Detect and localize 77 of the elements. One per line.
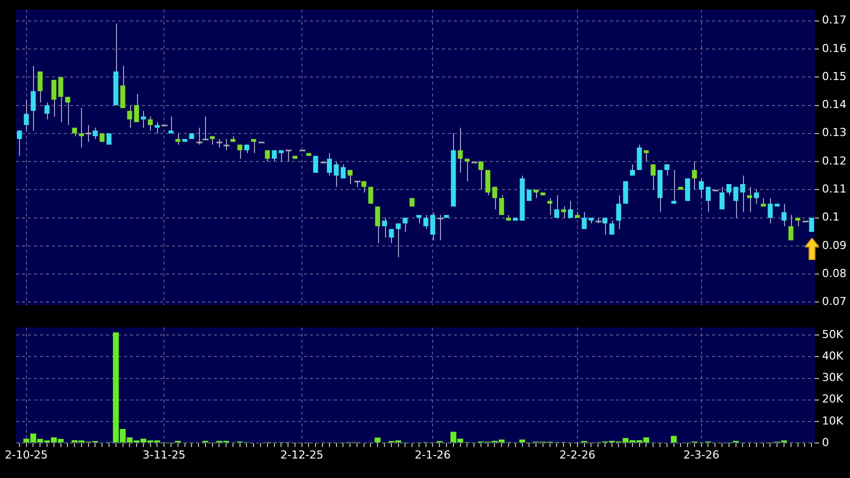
- candlestick: [140, 110, 146, 128]
- candlestick: [402, 217, 408, 232]
- candlestick: [568, 200, 573, 218]
- candlestick: [499, 194, 504, 216]
- y-tick-label: 0.12: [822, 154, 846, 168]
- candlestick: [616, 194, 622, 230]
- candlestick: [237, 144, 242, 160]
- candlestick: [685, 178, 690, 202]
- candlestick: [348, 169, 353, 185]
- y-tick-label: 0.09: [822, 238, 846, 252]
- candlestick: [526, 189, 532, 202]
- candlestick: [698, 178, 704, 199]
- candlestick: [24, 99, 29, 132]
- candlestick: [92, 127, 98, 140]
- candlestick: [388, 228, 394, 244]
- x-tick-label: 2-10-25: [4, 448, 48, 462]
- candlestick: [382, 217, 387, 238]
- candlestick: [650, 164, 656, 190]
- candlestick: [51, 79, 56, 118]
- y-tick-label: 0.08: [822, 266, 846, 280]
- x-tick-label: 3-11-25: [142, 448, 186, 462]
- y-tick-label: 30K: [822, 371, 844, 384]
- candlestick: [396, 222, 401, 258]
- candlestick: [58, 76, 64, 123]
- candlestick: [326, 152, 332, 176]
- bar: [374, 438, 381, 442]
- x-tick-label: 2-1-26: [414, 448, 451, 462]
- bar: [519, 440, 526, 442]
- candlestick: [65, 96, 70, 126]
- y-tick-label: 0.07: [822, 295, 846, 308]
- y-tick-label: 50K: [822, 328, 844, 342]
- y-tick-label: 0.14: [822, 98, 846, 112]
- candlestick: [375, 206, 380, 244]
- candlestick: [168, 116, 174, 134]
- candlestick: [154, 122, 160, 134]
- candlestick: [478, 161, 484, 190]
- candlestick: [706, 186, 711, 213]
- y-tick-label: 0: [822, 436, 829, 449]
- y-tick-label: 10K: [822, 414, 844, 428]
- candlestick: [623, 180, 628, 204]
- candlestick: [609, 220, 614, 236]
- y-tick-label: 0.17: [822, 14, 846, 27]
- y-tick-label: 40K: [822, 350, 844, 363]
- candlestick: [38, 70, 43, 103]
- x-tick-label: 2-12-25: [280, 448, 324, 462]
- candlestick: [720, 186, 724, 210]
- candlestick: [44, 102, 50, 120]
- candlestick: [768, 198, 773, 224]
- y-tick-label: 0.15: [822, 70, 846, 83]
- candlestick: [458, 127, 463, 174]
- candlestick: [361, 180, 366, 193]
- candlestick: [788, 214, 794, 241]
- candlestick: [134, 94, 140, 123]
- candlestick: [175, 132, 180, 146]
- y-tick-label: 0.13: [822, 126, 846, 140]
- y-tick-label: 0.11: [822, 182, 846, 196]
- x-tick-label: 2-3-26: [683, 448, 720, 462]
- candlestick: [148, 116, 153, 132]
- candlestick: [127, 104, 132, 128]
- x-tick-label: 2-2-26: [559, 448, 596, 462]
- candlestick: [251, 138, 256, 154]
- candlestick: [120, 65, 126, 109]
- y-tick-label: 0.16: [822, 42, 846, 55]
- candlestick: [554, 194, 560, 218]
- candlestick: [464, 158, 470, 182]
- candlestick: [636, 144, 642, 170]
- y-tick-label: 0.1: [822, 210, 840, 224]
- bar: [670, 436, 677, 442]
- candlestick: [692, 161, 697, 190]
- candlestick: [726, 184, 732, 196]
- candlestick: [30, 65, 36, 132]
- candlestick: [313, 155, 318, 174]
- candlestick: [16, 130, 22, 156]
- candlestick: [782, 203, 786, 227]
- y-tick-label: 20K: [822, 392, 844, 406]
- candlestick: [602, 217, 608, 236]
- candlestick: [754, 189, 759, 204]
